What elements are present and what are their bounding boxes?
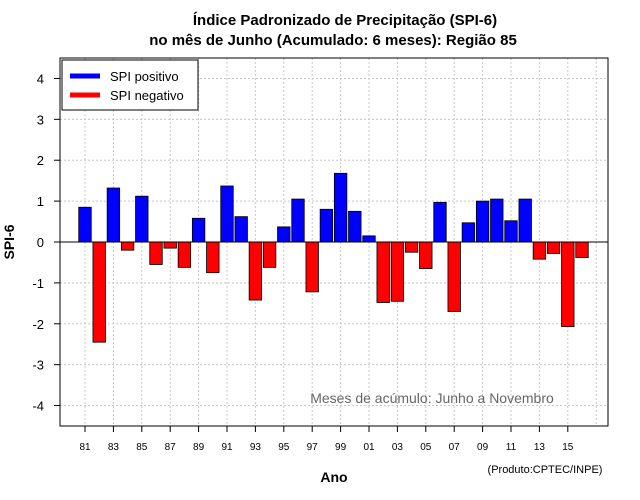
legend-box	[61, 59, 199, 111]
bar-85	[135, 195, 149, 243]
bar-15	[561, 241, 575, 328]
bar-88	[177, 241, 192, 268]
x-tick-label: 03	[392, 442, 404, 453]
bar-90	[206, 241, 220, 274]
bar-96	[291, 198, 305, 243]
bar-87	[163, 241, 177, 249]
credit-text: (Produto:CPTEC/INPE)	[488, 464, 603, 476]
x-tick-label: 99	[335, 442, 347, 453]
bar-98	[319, 208, 334, 243]
bar-82	[92, 241, 106, 343]
bar-09	[475, 200, 490, 243]
x-axis-label: Ano	[320, 469, 347, 485]
y-tick-label: 4	[37, 71, 44, 86]
x-tick-label: 95	[278, 442, 290, 453]
bar-11	[504, 220, 518, 243]
bar-10	[490, 198, 504, 243]
legend-label-positive: SPI positivo	[110, 69, 179, 84]
bar-91	[220, 185, 234, 243]
bar-07	[447, 241, 461, 312]
bar-81	[78, 206, 92, 243]
bars	[60, 172, 608, 343]
bar-99	[333, 172, 348, 243]
y-tick-label: -3	[32, 358, 44, 373]
accumulation-annotation: Meses de acúmulo: Junho a Novembro	[310, 390, 554, 406]
bar-02	[376, 241, 390, 303]
y-tick-label: 0	[37, 235, 44, 250]
bar-04	[404, 241, 419, 253]
bar-12	[518, 198, 532, 243]
bar-03	[390, 241, 405, 302]
bar-89	[191, 217, 206, 243]
x-tick-label: 07	[449, 442, 461, 453]
x-tick-label: 93	[250, 442, 262, 453]
x-tick-label: 05	[420, 442, 432, 453]
x-tick-label: 01	[363, 442, 375, 453]
bar-01	[362, 235, 376, 243]
x-tick-label: 89	[193, 442, 205, 453]
bar-84	[120, 241, 135, 251]
chart-title-line1: Índice Padronizado de Precipitação (SPI-…	[193, 12, 497, 29]
bar-08	[461, 222, 476, 243]
bar-92	[234, 216, 248, 243]
bar-93	[248, 241, 263, 301]
legend: SPI positivo SPI negativo	[61, 59, 199, 111]
y-axis-label: SPI-6	[1, 224, 17, 259]
bar-86	[149, 241, 163, 265]
x-tick-label: 13	[534, 442, 546, 453]
bar-16	[575, 241, 589, 258]
x-tick-label: 81	[79, 442, 91, 453]
bar-00	[348, 210, 362, 243]
y-tick-label: 1	[37, 194, 44, 209]
bar-14	[546, 241, 561, 254]
plot-frame	[59, 57, 609, 427]
x-tick-label: 91	[221, 442, 233, 453]
bar-95	[277, 226, 291, 243]
y-tick-label: 2	[37, 153, 44, 168]
y-tick-label: -2	[32, 317, 44, 332]
y-tick-label: -1	[32, 276, 44, 291]
bar-13	[532, 241, 547, 260]
x-tick-label: 87	[165, 442, 177, 453]
x-tick-label: 15	[562, 442, 574, 453]
x-tick-label: 11	[506, 442, 517, 453]
bar-97	[305, 241, 319, 293]
bar-94	[262, 241, 277, 268]
x-tick-label: 97	[307, 442, 319, 453]
bar-83	[106, 187, 121, 243]
axes: 4 3 2 1 0 -1 -2 -3 -4 81 83 85 87 89 91 93 95 97 99 01 03 05 0…	[32, 71, 573, 453]
legend-label-negative: SPI negativo	[110, 88, 184, 103]
bar-05	[419, 241, 433, 269]
y-tick-label: 3	[37, 112, 44, 127]
chart-title-line2: no mês de Junho (Acumulado: 6 meses): Re…	[149, 32, 517, 49]
bar-06	[433, 201, 447, 243]
y-tick-label: -4	[32, 399, 44, 414]
x-tick-label: 85	[136, 442, 148, 453]
x-tick-label: 83	[108, 442, 120, 453]
x-tick-label: 09	[477, 442, 489, 453]
